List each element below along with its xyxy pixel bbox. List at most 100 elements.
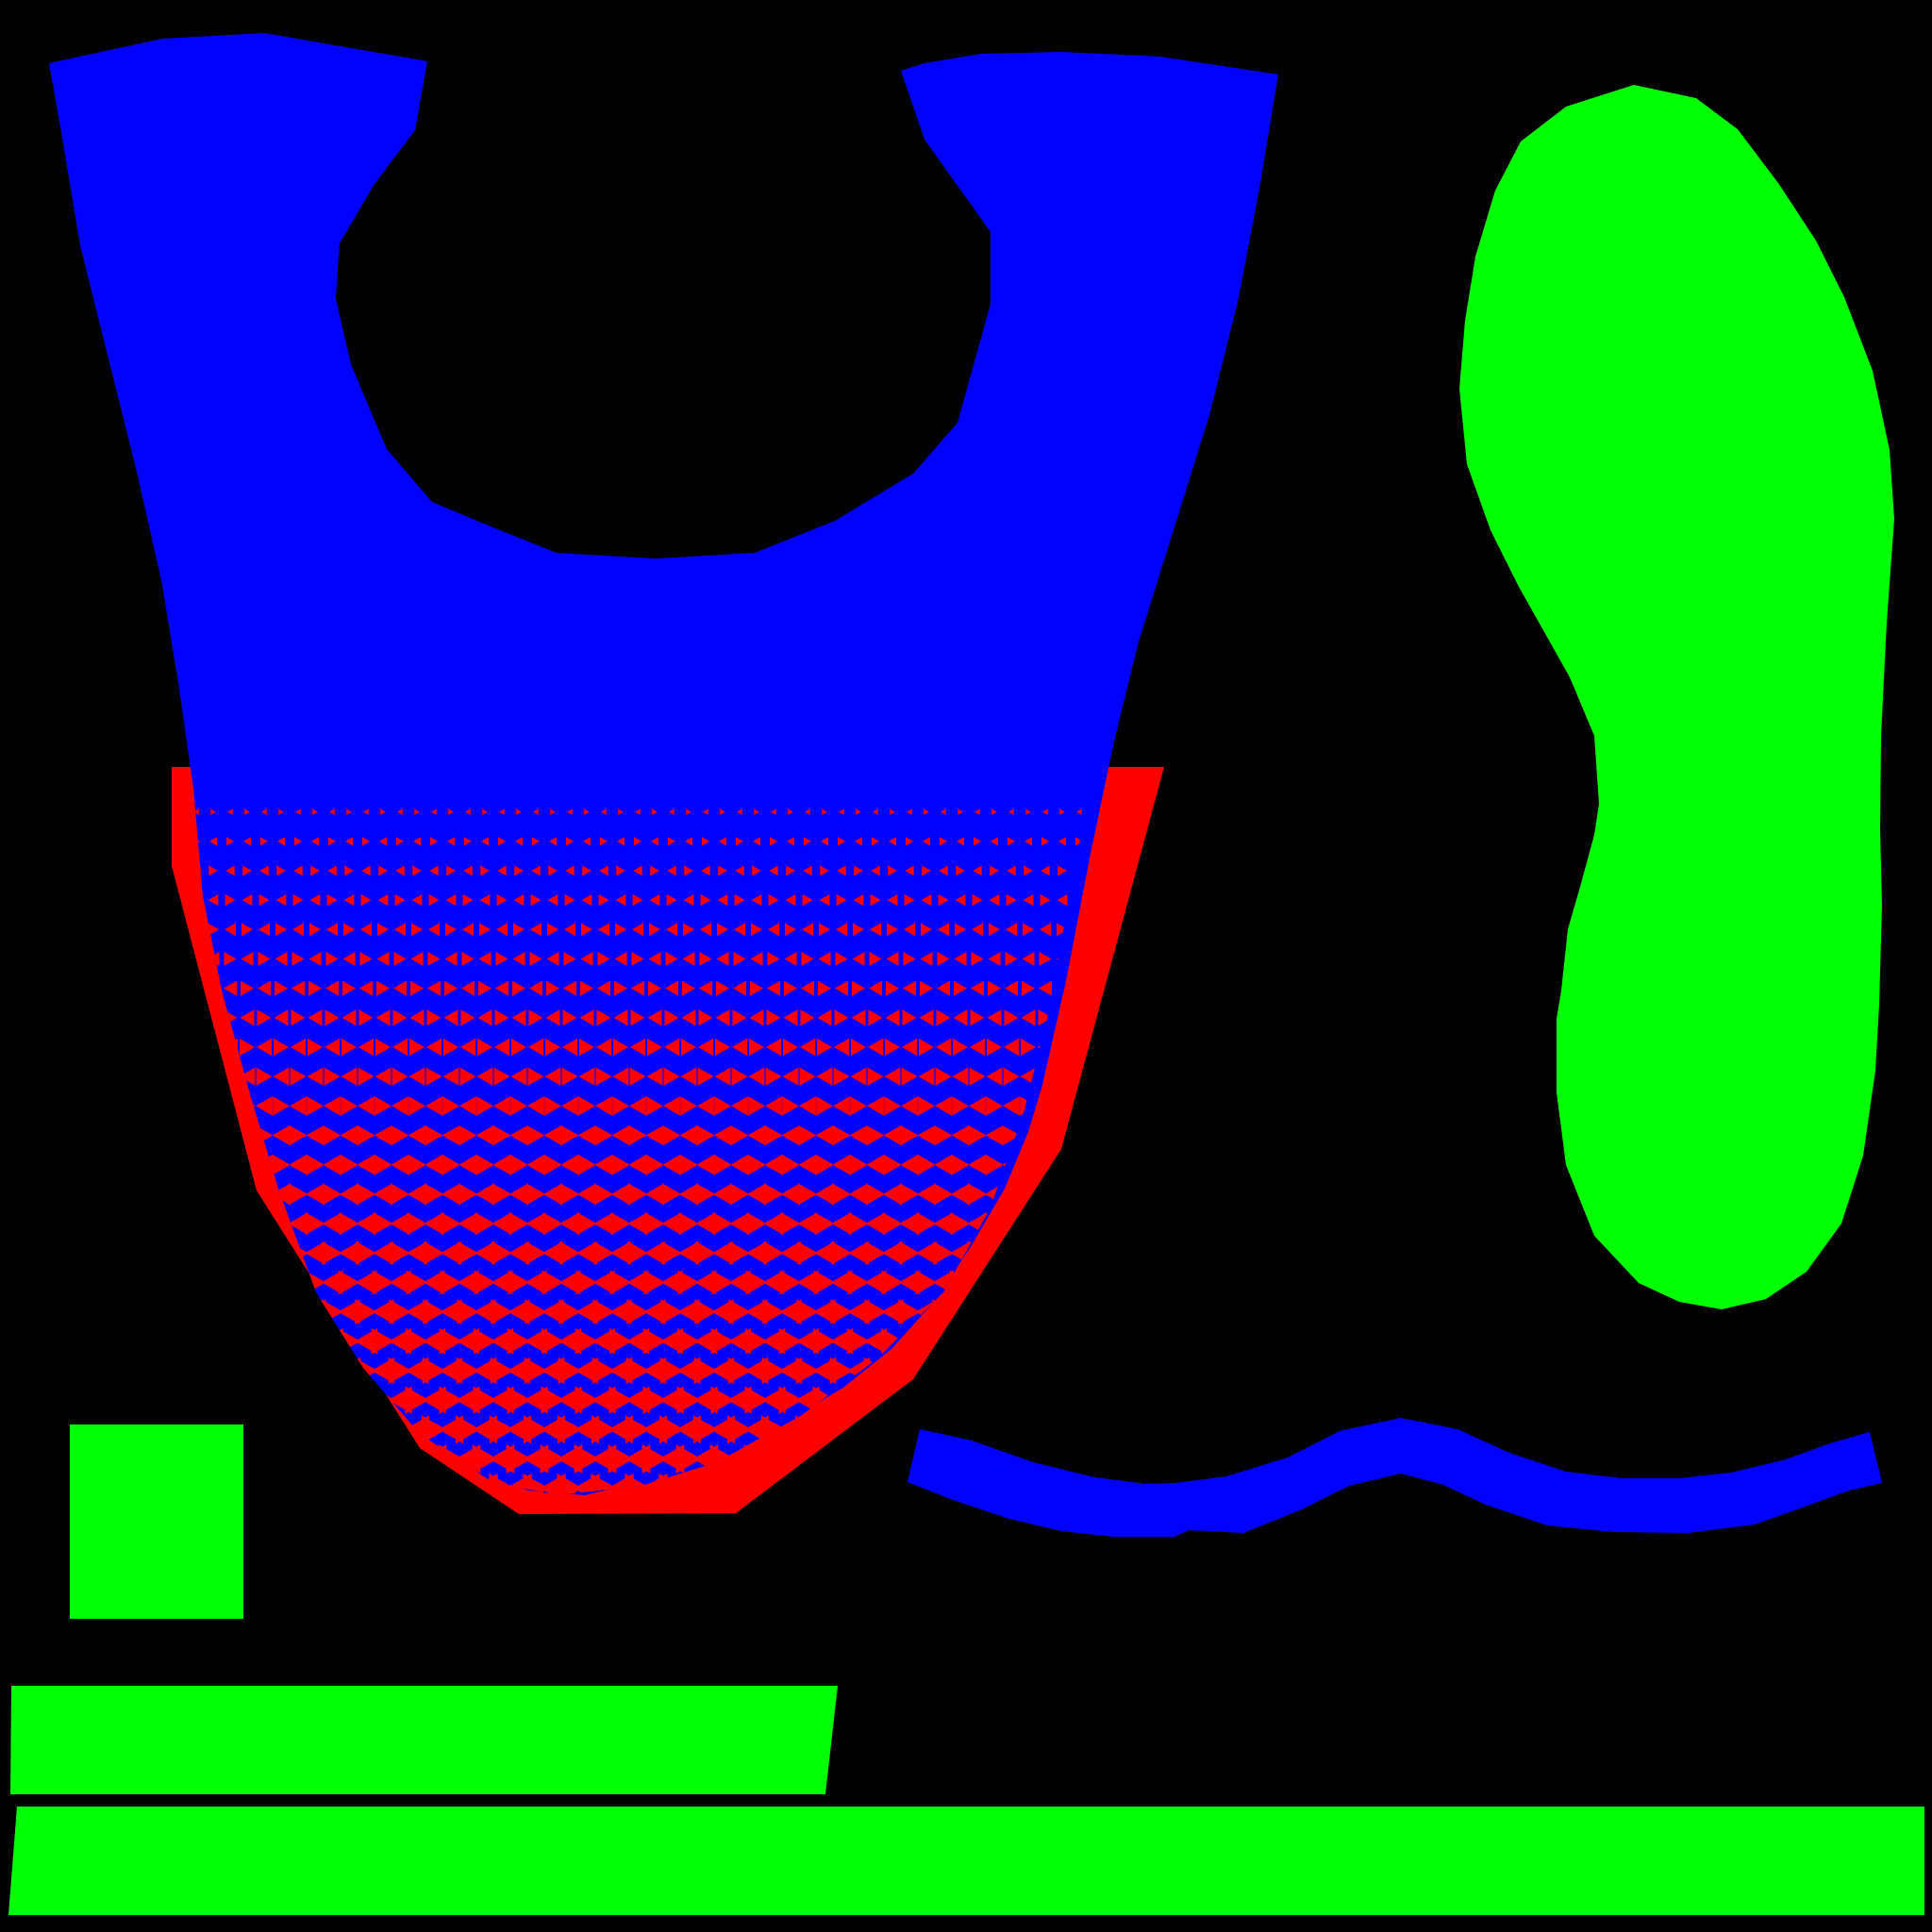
- mesh-triangle: [309, 893, 321, 907]
- mesh-triangle: [340, 1154, 358, 1175]
- mesh-triangle: [339, 1211, 359, 1236]
- mesh-triangle: [666, 893, 677, 907]
- mesh-triangle: [780, 1241, 801, 1265]
- mesh-triangle: [733, 951, 746, 967]
- mesh-triangle: [974, 808, 980, 815]
- mesh-triangle: [531, 837, 541, 846]
- mesh-triangle: [508, 1211, 529, 1236]
- mesh-triangle: [814, 1211, 835, 1236]
- mesh-triangle: [592, 1270, 615, 1295]
- mesh-triangle: [973, 865, 982, 876]
- mesh-triangle: [545, 1038, 560, 1057]
- mesh-triangle: [783, 1038, 798, 1057]
- mesh-triangle: [256, 1067, 273, 1086]
- mesh-triangle: [479, 923, 491, 937]
- mesh-triangle: [646, 1096, 663, 1116]
- mesh-triangle: [528, 1009, 543, 1026]
- mesh-triangle: [799, 1067, 816, 1086]
- mesh-triangle: [916, 1241, 937, 1265]
- mesh-triangle: [934, 1154, 953, 1175]
- mesh-triangle: [411, 923, 423, 937]
- mesh-triangle: [816, 1067, 833, 1086]
- mesh-triangle: [355, 1270, 377, 1295]
- mesh-triangle: [524, 1415, 548, 1444]
- mesh-triangle: [490, 1357, 514, 1385]
- mesh-triangle: [924, 808, 929, 815]
- mesh-triangle: [763, 1241, 784, 1265]
- mesh-triangle: [952, 1067, 969, 1086]
- mesh-triangle: [750, 951, 763, 967]
- mesh-triangle: [258, 923, 270, 937]
- mesh-triangle: [864, 1270, 887, 1295]
- mesh-triangle: [291, 951, 305, 967]
- mesh-triangle: [813, 1299, 836, 1324]
- mesh-triangle: [678, 1183, 699, 1206]
- mesh-triangle: [973, 837, 982, 846]
- mesh-triangle: [664, 1009, 679, 1026]
- mesh-triangle: [406, 1328, 428, 1355]
- mesh-triangle: [899, 1183, 920, 1206]
- mesh-triangle: [1007, 865, 1016, 876]
- mesh-triangle: [591, 1473, 617, 1495]
- mesh-triangle: [259, 837, 269, 846]
- mesh-triangle: [888, 837, 897, 846]
- mesh-triangle: [574, 1444, 600, 1474]
- mesh-triangle: [987, 1038, 1002, 1057]
- mesh-triangle: [323, 1154, 341, 1175]
- mesh-triangle: [616, 837, 625, 846]
- mesh-triangle: [718, 837, 727, 846]
- mesh-triangle: [663, 1096, 680, 1116]
- mesh-triangle: [884, 1096, 901, 1116]
- mesh-triangle: [577, 1154, 596, 1175]
- mesh-triangle: [635, 808, 641, 815]
- mesh-triangle: [409, 1009, 425, 1026]
- mesh-triangle: [955, 923, 966, 937]
- mesh-triangle: [327, 865, 337, 876]
- mesh-triangle: [630, 1038, 645, 1057]
- mesh-triangle: [852, 951, 865, 967]
- mesh-triangle: [737, 808, 742, 815]
- mesh-triangle: [377, 923, 389, 937]
- mesh-triangle: [428, 893, 440, 907]
- mesh-triangle: [508, 1328, 530, 1355]
- mesh-triangle: [241, 951, 254, 967]
- mesh-triangle: [356, 1183, 376, 1206]
- mesh-triangle: [492, 1154, 511, 1175]
- mesh-triangle: [550, 808, 556, 815]
- mesh-triangle: [293, 837, 303, 846]
- mesh-triangle: [762, 1328, 785, 1355]
- mesh-triangle: [458, 1183, 478, 1206]
- mesh-triangle: [717, 893, 728, 907]
- mesh-triangle: [497, 865, 507, 876]
- mesh-triangle: [819, 893, 830, 907]
- mesh-triangle: [642, 1386, 667, 1414]
- mesh-triangle: [703, 808, 708, 815]
- mesh-triangle: [324, 1067, 341, 1086]
- mesh-triangle: [559, 1241, 580, 1265]
- mesh-triangle: [820, 865, 829, 876]
- mesh-triangle: [865, 1211, 886, 1236]
- mesh-triangle: [938, 923, 949, 937]
- mesh-triangle: [516, 808, 522, 815]
- mesh-triangle: [953, 1009, 968, 1026]
- mesh-triangle: [796, 1299, 819, 1324]
- mesh-triangle: [508, 1241, 529, 1265]
- mesh-triangle: [405, 1386, 429, 1414]
- mesh-triangle: [830, 1328, 853, 1355]
- mesh-triangle: [747, 1154, 766, 1175]
- mesh-triangle: [293, 865, 303, 876]
- mesh-triangle: [783, 980, 798, 996]
- mesh-triangle: [917, 1154, 936, 1175]
- mesh-triangle: [1076, 808, 1082, 815]
- mesh-triangle: [544, 1096, 561, 1116]
- mesh-triangle: [1059, 808, 1065, 815]
- mesh-triangle: [867, 1067, 884, 1086]
- mesh-triangle: [766, 1009, 781, 1026]
- mesh-triangle: [632, 923, 643, 937]
- neck-opening: [336, 28, 991, 558]
- mesh-triangle: [439, 1386, 463, 1414]
- mesh-triangle: [881, 1299, 904, 1324]
- mesh-triangle: [938, 893, 949, 907]
- mesh-triangle: [853, 893, 864, 907]
- mesh-triangle: [1041, 865, 1050, 876]
